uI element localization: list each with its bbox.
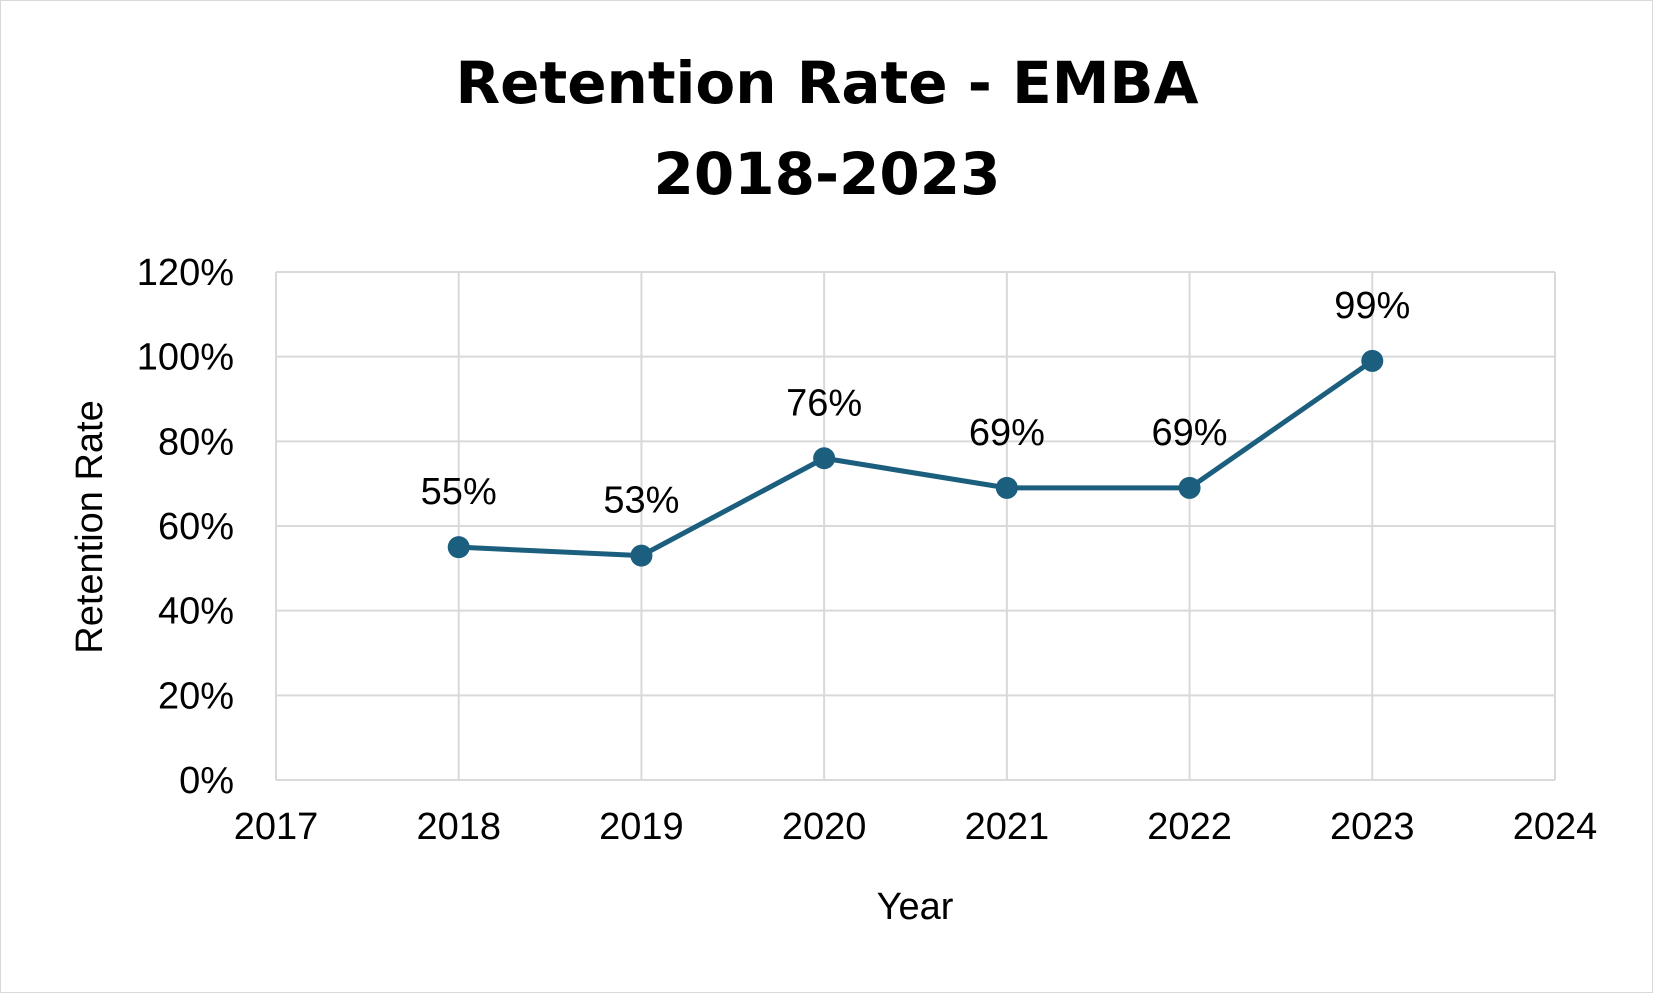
- data-label: 69%: [1152, 412, 1228, 454]
- y-tick-label: 60%: [158, 506, 234, 548]
- chart-title-line-2: 2018-2023: [654, 140, 1001, 208]
- data-point-marker: [1361, 349, 1384, 372]
- x-tick-label: 2023: [1330, 806, 1415, 848]
- y-tick-label: 120%: [137, 252, 234, 294]
- y-tick-label: 40%: [158, 591, 234, 633]
- x-axis-ticks: 2017 2018 2019 2020 2021 2022 2023 2024: [234, 806, 1598, 848]
- series-layer: [447, 349, 1384, 567]
- y-tick-label: 80%: [158, 421, 234, 463]
- y-axis-ticks: 0% 20% 40% 60% 80% 100% 120%: [137, 252, 234, 802]
- data-point-marker: [630, 544, 653, 567]
- x-tick-label: 2017: [234, 806, 319, 848]
- y-axis-title: Retention Rate: [69, 400, 111, 654]
- gridlines: [275, 271, 1556, 781]
- data-label: 99%: [1334, 285, 1410, 327]
- x-tick-label: 2024: [1513, 806, 1598, 848]
- data-point-marker: [447, 536, 470, 559]
- x-tick-label: 2018: [416, 806, 501, 848]
- data-label: 69%: [969, 412, 1045, 454]
- chart-title: Retention Rate - EMBA 2018-2023: [455, 49, 1198, 208]
- data-labels: 55% 53% 76% 69% 69% 99%: [421, 285, 1411, 522]
- data-point-marker: [1178, 476, 1201, 499]
- x-axis-title: Year: [877, 886, 954, 928]
- x-tick-label: 2019: [599, 806, 684, 848]
- data-label: 53%: [603, 480, 679, 522]
- data-point-marker: [995, 476, 1018, 499]
- data-label: 76%: [786, 382, 862, 424]
- data-point-marker: [813, 447, 836, 470]
- y-tick-label: 100%: [137, 337, 234, 379]
- y-tick-label: 20%: [158, 675, 234, 717]
- x-tick-label: 2021: [965, 806, 1050, 848]
- y-tick-label: 0%: [179, 760, 234, 802]
- series-line: [456, 358, 1375, 559]
- data-label: 55%: [421, 471, 497, 513]
- chart-title-line-1: Retention Rate - EMBA: [455, 49, 1198, 117]
- x-tick-label: 2022: [1147, 806, 1232, 848]
- x-tick-label: 2020: [782, 806, 867, 848]
